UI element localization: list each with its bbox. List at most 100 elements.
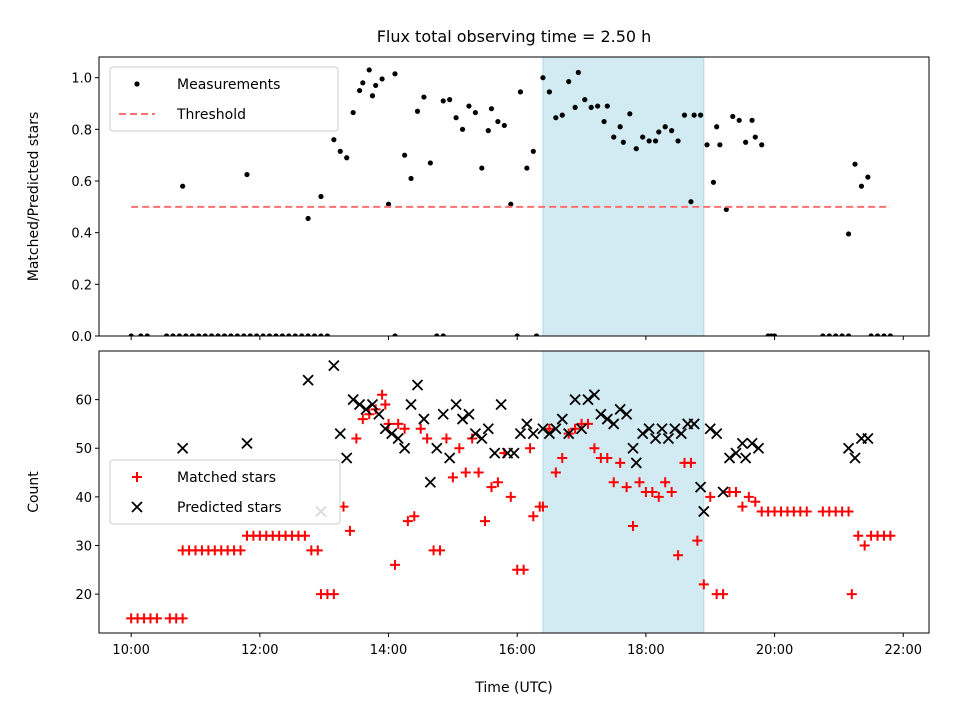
predicted-star-marker [601, 413, 613, 425]
measurement-point [247, 333, 253, 336]
measurement-point [311, 333, 318, 336]
measurement-point [176, 333, 183, 336]
measurement-point [566, 78, 572, 85]
measurement-point [360, 80, 366, 86]
predicted-star-marker [521, 418, 533, 430]
measurement-point [833, 333, 839, 336]
matched-star-marker [441, 433, 452, 444]
matched-star-marker [853, 530, 864, 541]
measurement-point [710, 179, 717, 185]
matched-star-marker [389, 559, 400, 570]
measurement-point [575, 69, 581, 76]
matched-star-marker [399, 423, 410, 434]
predicted-star-marker [556, 413, 568, 425]
matched-star-marker [486, 482, 497, 493]
predicted-star-marker [550, 423, 562, 435]
matched-star-marker [422, 433, 433, 444]
matched-star-marker [589, 443, 600, 454]
measurement-point [662, 124, 668, 130]
measurement-point [868, 333, 874, 336]
matched-star-marker [647, 487, 658, 497]
bottom-panel: 20 30 40 50 60 10:00 12:00 14:00 16:00 18:00 20:00… [26, 350, 930, 658]
measurement-point [633, 146, 639, 152]
y-tick-label: 0.0 [71, 330, 92, 345]
measurement-point [714, 124, 720, 130]
x-tick-label: 20:00 [756, 643, 793, 658]
matched-star-marker [544, 423, 555, 434]
predicted-star-marker [386, 428, 398, 440]
measurement-point [138, 333, 144, 336]
measurement-point [385, 201, 392, 207]
matched-star-marker [364, 409, 375, 420]
predicted-star-marker [373, 408, 385, 420]
measurement-point [440, 98, 446, 104]
legend-box [109, 66, 339, 132]
predicted-star-marker [595, 408, 607, 420]
measurement-point [858, 183, 865, 189]
measurement-point [845, 231, 852, 237]
measurement-point [717, 142, 723, 148]
measurement-point [392, 333, 398, 336]
measurement-point [617, 124, 623, 130]
matched-star-marker [409, 511, 420, 522]
measurement-point [730, 113, 736, 120]
measurement-point [337, 148, 343, 154]
measurement-point [681, 112, 688, 118]
matched-star-marker [328, 589, 339, 600]
measurement-point [459, 126, 466, 132]
plot-frame [98, 350, 930, 634]
matched-star-marker [801, 506, 812, 517]
measurement-point [189, 333, 195, 336]
measurement-point [215, 333, 221, 336]
legend-label: Threshold [176, 107, 246, 123]
matched-star-marker [743, 491, 754, 502]
predicted-star-marker [495, 398, 507, 411]
matched-star-marker [621, 482, 632, 493]
measurement-point [601, 118, 607, 125]
measurement-point [366, 67, 372, 73]
measurement-point [874, 333, 881, 336]
predicted-star-marker [746, 437, 758, 450]
measurement-point [553, 115, 559, 121]
matched-star-marker [602, 452, 613, 463]
measurement-point [588, 104, 594, 110]
measurement-point [408, 175, 414, 182]
measurement-point [640, 134, 646, 140]
matched-star-marker [557, 452, 568, 463]
matched-star-marker [653, 491, 664, 502]
predicted-star-marker [649, 432, 662, 445]
measurement-point [421, 94, 427, 100]
y-axis-label: Count [26, 471, 42, 513]
matched-star-marker [582, 418, 593, 429]
predicted-star-marker [582, 393, 594, 406]
matched-star-marker [528, 511, 539, 522]
predicted-star-marker [711, 428, 723, 440]
predicted-star-marker [569, 393, 581, 406]
measurement-point [501, 122, 507, 129]
matched-star-marker [415, 423, 426, 434]
y-tick-label: 20 [75, 588, 92, 603]
matched-star-marker [718, 589, 729, 600]
predicted-star-marker [328, 359, 340, 372]
measurement-point [379, 76, 385, 82]
matched-star-marker [634, 477, 645, 488]
measurement-point [260, 333, 266, 336]
predicted-star-marker [241, 437, 253, 450]
measurement-point [392, 71, 398, 77]
predicted-star-marker [717, 486, 729, 498]
predicted-star-marker [482, 423, 494, 435]
matched-star-marker [312, 545, 323, 556]
predicted-star-marker [630, 457, 642, 469]
predicted-star-marker [688, 418, 700, 430]
predicted-star-marker [575, 423, 588, 435]
measurement-point [402, 152, 408, 158]
measurement-point [887, 333, 893, 336]
matched-star-marker [885, 530, 896, 541]
measurement-point [582, 97, 588, 103]
measurement-point [620, 139, 626, 145]
predicted-star-marker [456, 413, 469, 425]
predicted-star-marker [508, 447, 520, 459]
legend-label: Measurements [177, 77, 280, 93]
predicted-star-marker [675, 428, 687, 440]
measurement-point [508, 201, 514, 207]
